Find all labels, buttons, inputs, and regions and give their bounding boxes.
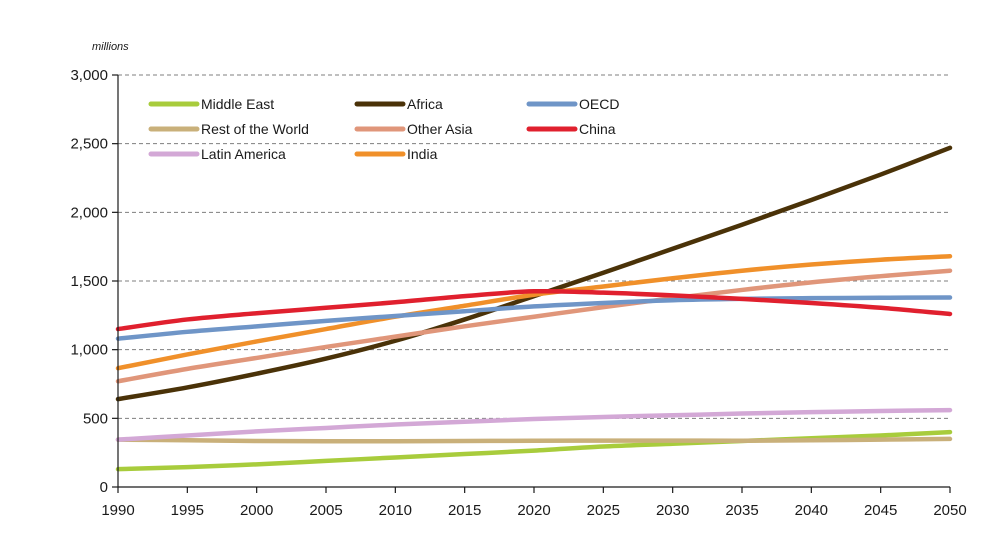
x-tick-labels: 1990 1995 2000 2005 2010 2015 2020 2025 2030 2035… xyxy=(101,487,967,519)
legend-label-oecd: OECD xyxy=(579,96,619,112)
series-line-china xyxy=(115,288,953,332)
x-tick-label: 2045 xyxy=(864,502,897,519)
legend-label-india: India xyxy=(407,146,438,162)
y-tick-label: 0 xyxy=(100,479,108,496)
x-tick-label: 2035 xyxy=(725,502,758,519)
legend: Middle East Rest of the World Latin Americ… xyxy=(148,96,619,162)
x-tick-label: 2005 xyxy=(309,502,342,519)
series-line-oecd xyxy=(115,295,953,341)
unit-label: millions xyxy=(92,41,129,53)
x-tick-label: 2020 xyxy=(517,502,550,519)
x-tick-label: 2010 xyxy=(379,502,412,519)
x-tick-label: 2030 xyxy=(656,502,689,519)
series-line-india xyxy=(115,254,953,371)
x-tick-label: 2015 xyxy=(448,502,481,519)
legend-label-other-asia: Other Asia xyxy=(407,121,473,137)
y-tick-label: 2,000 xyxy=(70,204,108,221)
series-line-other-asia xyxy=(115,268,953,384)
series-line-rest-of-the-world xyxy=(115,436,953,444)
x-tick-label: 1995 xyxy=(171,502,204,519)
x-tick-label: 2000 xyxy=(240,502,273,519)
legend-label-rest-of-the-world: Rest of the World xyxy=(201,121,309,137)
x-tick-label: 2040 xyxy=(795,502,828,519)
y-tick-label: 3,000 xyxy=(70,67,108,84)
legend-label-africa: Africa xyxy=(407,96,443,112)
y-tick-label: 500 xyxy=(83,410,108,427)
x-tick-label: 2050 xyxy=(933,502,966,519)
y-tick-label: 1,000 xyxy=(70,342,108,359)
y-tick-label: 1,500 xyxy=(70,273,108,290)
x-tick-label: 2025 xyxy=(587,502,620,519)
legend-label-china: China xyxy=(579,121,616,137)
legend-label-latin-america: Latin America xyxy=(201,146,286,162)
y-tick-label: 2,500 xyxy=(70,136,108,153)
x-tick-label: 1990 xyxy=(101,502,134,519)
series-line-latin-america xyxy=(115,407,953,442)
series-line-middle-east xyxy=(115,429,953,472)
y-tick-labels: 0 500 1,000 1,500 2,000 2,500 3,000 xyxy=(70,67,118,496)
legend-label-middle-east: Middle East xyxy=(201,96,274,112)
series-lines xyxy=(115,145,953,472)
